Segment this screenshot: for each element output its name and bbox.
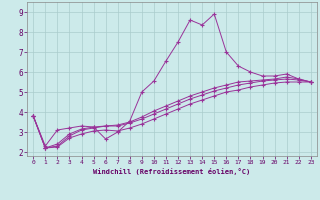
X-axis label: Windchill (Refroidissement éolien,°C): Windchill (Refroidissement éolien,°C) (93, 168, 251, 175)
